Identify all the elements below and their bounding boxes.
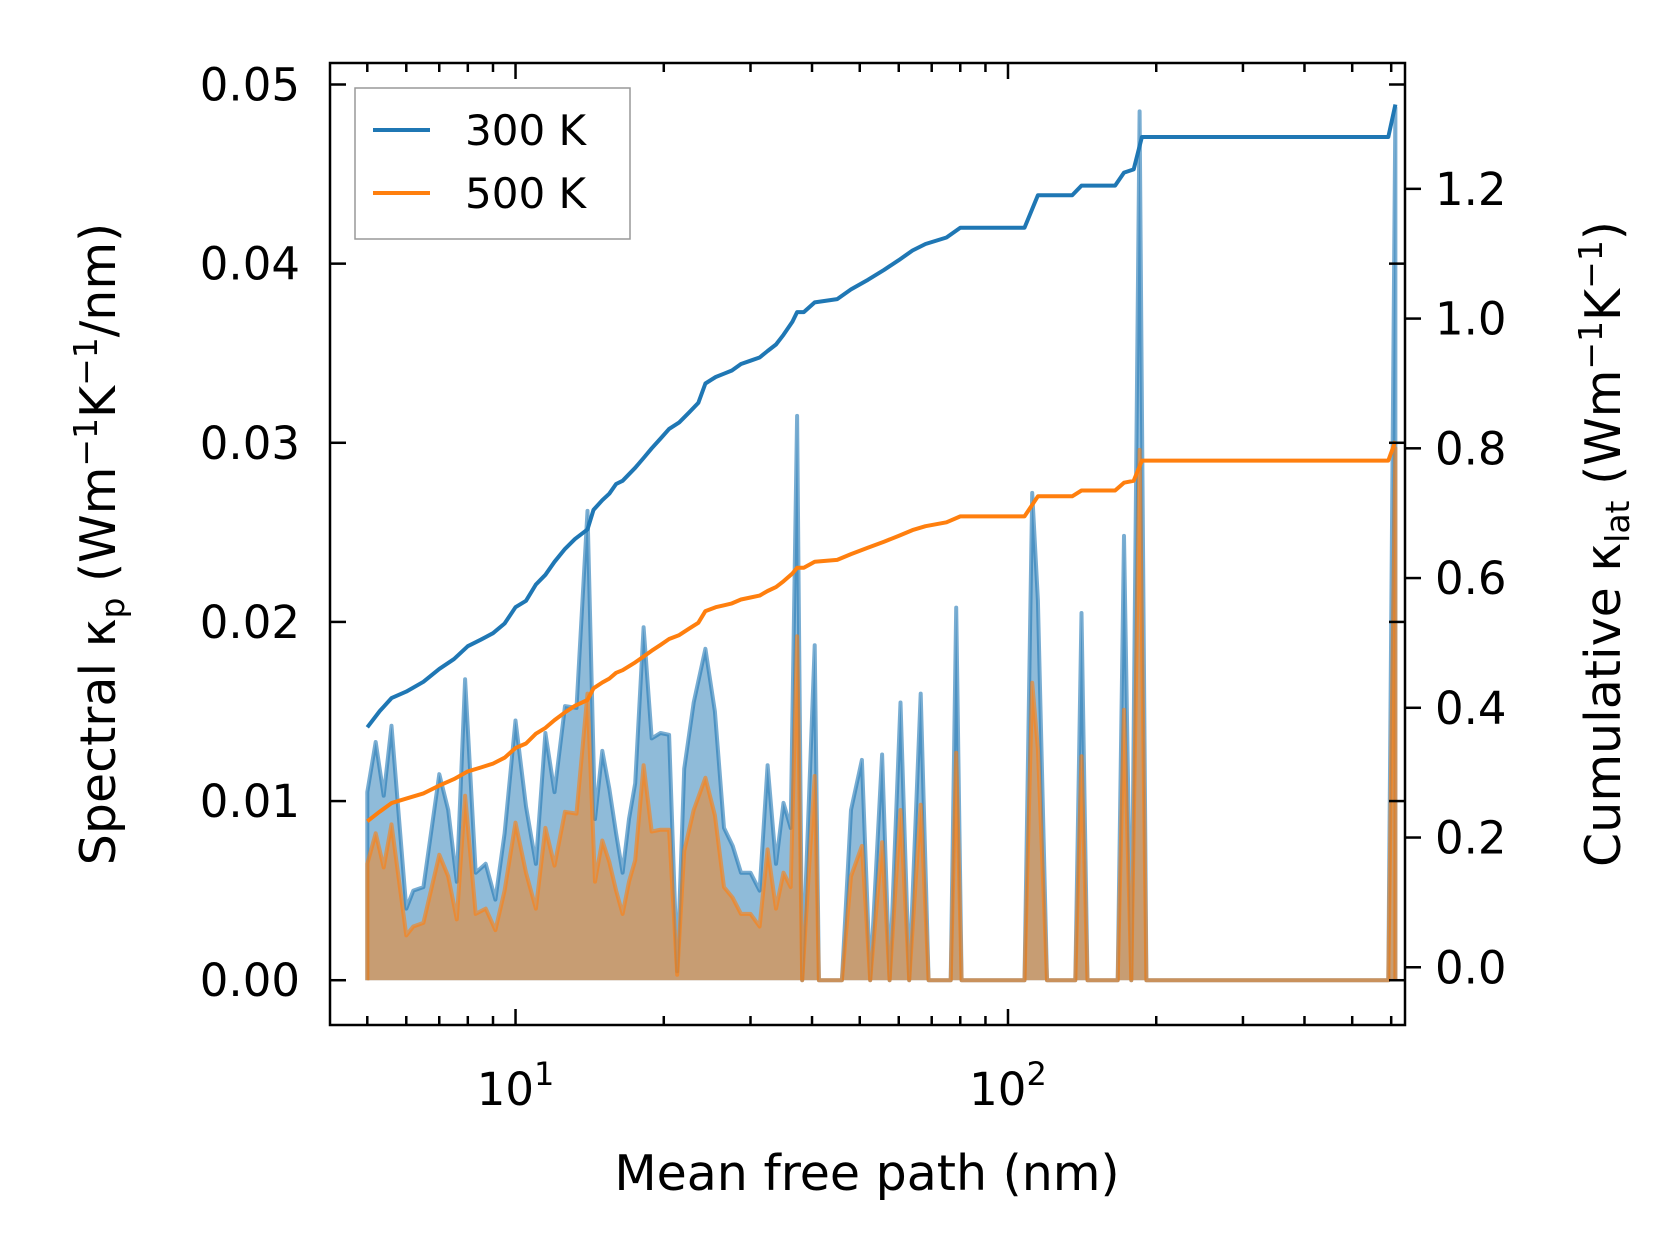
y-right-tick-label: 1.2 <box>1435 163 1507 216</box>
y-left-tick-label: 0.01 <box>200 775 300 828</box>
right-axis-title-rest: (Wm <box>1575 370 1632 501</box>
x-axis-title: Mean free path (nm) <box>614 1145 1119 1202</box>
left-axis-title-sup1: −1 <box>66 418 105 467</box>
y-right-tick-label: 0.0 <box>1435 941 1507 994</box>
y-left-tick-label: 0.02 <box>200 596 300 649</box>
spectral-line-500k <box>365 446 1398 983</box>
y-right-tick-label: 0.2 <box>1435 812 1507 865</box>
right-axis-title-sup2: −1 <box>1571 240 1610 289</box>
left-axis-title: Spectral κp (Wm−1K−1/nm) <box>66 223 132 865</box>
left-axis-title-rest: (Wm <box>70 467 127 598</box>
axis-tick-labels: 101 1020.000.010.020.030.040.050.00.20.40… <box>200 58 1507 1116</box>
left-axis-title-sub: p <box>93 598 132 619</box>
y-right-tick-label: 0.8 <box>1435 422 1507 475</box>
plot-frame <box>328 61 1407 1027</box>
legend-label-500k: 500 K <box>465 169 588 218</box>
left-axis-title-sup2: −1 <box>66 337 105 386</box>
right-axis-title-sub: lat <box>1598 500 1637 542</box>
right-axis-title-end: ) <box>1575 221 1632 240</box>
left-axis-title-end: /nm) <box>70 223 127 337</box>
legend-label-300k: 300 K <box>465 106 588 155</box>
spectral-line-300k <box>365 105 1398 983</box>
x-tick-label: 102 <box>969 1055 1047 1116</box>
cumulative-line-500k <box>366 440 1398 823</box>
y-right-tick-label: 0.6 <box>1435 552 1507 605</box>
right-axis-title-mid: K <box>1575 287 1632 321</box>
y-left-tick-label: 0.03 <box>200 417 300 470</box>
y-left-tick-label: 0.05 <box>200 58 300 111</box>
x-tick-label-exp: 1 <box>534 1055 554 1093</box>
left-axis-title-mid: K <box>70 384 127 418</box>
y-left-tick-label: 0.04 <box>200 238 300 291</box>
legend: 300 K 500 K <box>354 87 631 240</box>
x-tick-label-exp: 2 <box>1026 1055 1046 1093</box>
x-tick-label-base: 10 <box>477 1063 534 1116</box>
x-tick-label: 101 <box>477 1055 555 1116</box>
legend-box <box>354 87 631 240</box>
y-right-tick-label: 0.4 <box>1435 682 1507 735</box>
y-left-tick-label: 0.00 <box>200 954 300 1007</box>
right-axis-title-sup1: −1 <box>1571 321 1610 370</box>
y-right-tick-label: 1.0 <box>1435 293 1507 346</box>
axis-ticks <box>330 63 1421 1025</box>
spectral-fills <box>365 105 1398 983</box>
x-tick-label-base: 10 <box>969 1063 1026 1116</box>
right-axis-title: Cumulative κlat (Wm−1K−1) <box>1571 221 1637 867</box>
series-lines <box>365 104 1398 823</box>
cumulative-line-300k <box>365 104 1398 729</box>
right-axis-title-prefix: Cumulative κ <box>1575 543 1632 867</box>
left-axis-title-prefix: Spectral κ <box>70 618 127 865</box>
